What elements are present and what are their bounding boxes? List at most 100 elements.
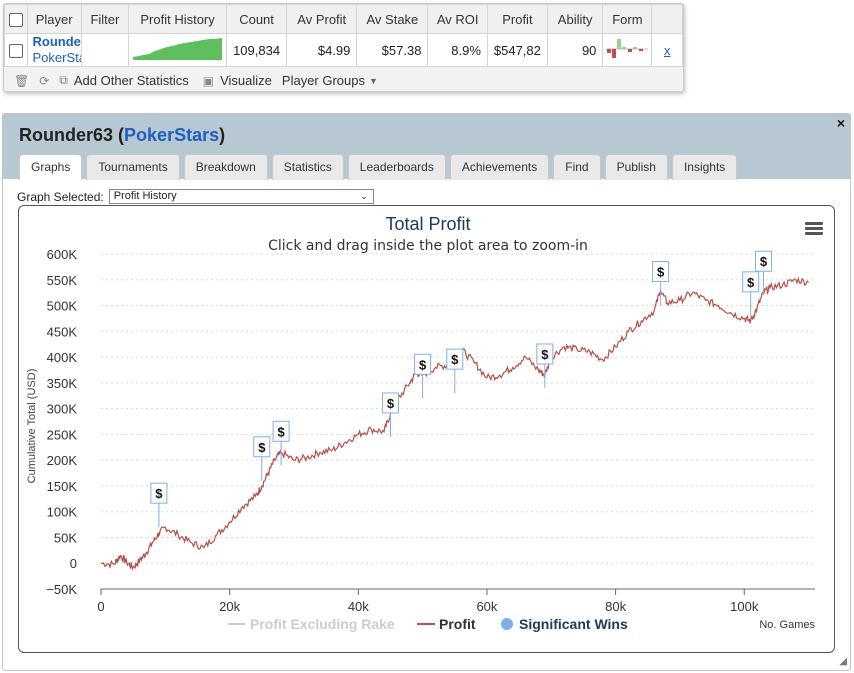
col-header-profit-history[interactable]: Profit History [128, 4, 228, 34]
graph-select-value: Profit History [113, 190, 177, 202]
visualize-label: Visualize [220, 73, 272, 88]
player-detail-panel: Rounder63 (PokerStars) × Graphs Tourname… [2, 113, 851, 671]
select-all-checkbox[interactable] [8, 12, 23, 27]
form-bar [633, 46, 638, 49]
tab-publish[interactable]: Publish [604, 154, 668, 180]
player-site-link[interactable]: PokerStars [32, 50, 81, 65]
sparkline-area [133, 37, 223, 60]
visualize-button[interactable]: ▣ Visualize [203, 73, 272, 88]
profit-series-line [100, 276, 809, 571]
legend-label-rake: Profit Excluding Rake [250, 616, 395, 632]
row-checkbox[interactable] [8, 43, 23, 58]
panel-player-site-link[interactable]: PokerStars [124, 125, 220, 145]
col-header-remove [651, 4, 683, 34]
legend-item-profit[interactable]: Profit [417, 616, 476, 632]
tab-tournaments[interactable]: Tournaments [86, 154, 180, 180]
count-cell: 109,834 [226, 33, 288, 67]
panel-header: Rounder63 (PokerStars) × Graphs Tourname… [3, 114, 850, 180]
y-tick-label: 350K [47, 376, 78, 391]
tab-statistics[interactable]: Statistics [271, 154, 344, 180]
trash-icon: 🗑 [14, 73, 30, 88]
delete-button[interactable]: 🗑 [14, 74, 35, 88]
graph-select-dropdown[interactable]: Profit History ⌄ [108, 189, 374, 204]
col-header-av-stake[interactable]: Av Stake [356, 4, 429, 34]
tab-find[interactable]: Find [553, 154, 601, 180]
col-header-count[interactable]: Count [226, 4, 288, 34]
flag-box [446, 348, 464, 370]
flag-box [652, 261, 670, 283]
dollar-icon: $ [657, 265, 665, 280]
panel-title: Rounder63 (PokerStars) [19, 125, 225, 146]
flag-box [414, 353, 432, 375]
significant-wins-layer: $ $ $ $ $ $ $ $ $ $ [150, 250, 773, 528]
grid-layer [101, 253, 815, 590]
significant-win-flag: $ [536, 343, 554, 388]
stats-toolbar: 🗑 ⟳ ⧉ Add Other Statistics ▣ Visualize P… [4, 68, 683, 93]
y-tick-label: −50K [46, 582, 77, 597]
flag-box [381, 392, 399, 414]
dollar-icon: $ [277, 424, 285, 439]
y-tick-label: 550K [47, 273, 78, 288]
legend-item-profit-excluding-rake[interactable]: Profit Excluding Rake [228, 616, 395, 632]
form-bar [607, 48, 612, 53]
y-tick-label: 300K [47, 402, 78, 417]
filter-cell[interactable] [80, 33, 130, 67]
select-all-header [4, 4, 28, 34]
resize-grip-icon[interactable]: ◢ [839, 656, 847, 667]
col-header-form[interactable]: Form [602, 4, 653, 34]
panel-tabs: Graphs Tournaments Breakdown Statistics … [19, 154, 741, 180]
tab-leaderboards[interactable]: Leaderboards [347, 154, 446, 180]
significant-win-flag: $ [414, 353, 432, 399]
col-header-av-roi[interactable]: Av ROI [427, 4, 488, 34]
dollar-icon: $ [747, 275, 755, 290]
dollar-icon: $ [258, 440, 266, 455]
panel-player-name: Rounder63 [19, 125, 114, 145]
profit-history-cell[interactable] [128, 33, 228, 67]
add-other-statistics-button[interactable]: ⧉ Add Other Statistics [59, 73, 188, 88]
col-header-filter[interactable]: Filter [80, 4, 130, 34]
significant-win-flag: $ [253, 436, 271, 481]
series-layer [100, 276, 809, 571]
form-bar [622, 46, 627, 49]
legend-item-significant-wins[interactable]: Significant Wins [501, 616, 628, 632]
col-header-player[interactable]: Player [26, 4, 82, 34]
y-tick-label: 100K [47, 505, 78, 520]
form-bar [617, 38, 622, 49]
form-bar [612, 48, 617, 58]
dollar-icon: $ [155, 486, 163, 501]
panel-open-paren: ( [118, 125, 125, 145]
chart-subtitle: Click and drag inside the plot area to z… [268, 238, 588, 254]
col-header-profit[interactable]: Profit [486, 4, 548, 34]
y-tick-label: 150K [47, 479, 78, 494]
player-name-link[interactable]: Rounder63 [32, 34, 81, 50]
refresh-button[interactable]: ⟳ [39, 74, 55, 88]
x-tick-label: 80k [605, 599, 626, 614]
col-header-av-profit[interactable]: Av Profit [286, 4, 358, 34]
legend-label-wins: Significant Wins [519, 616, 628, 632]
dollar-icon: $ [419, 357, 427, 372]
col-header-ability[interactable]: Ability [546, 4, 604, 34]
profit-cell: $547,82 [486, 33, 548, 67]
close-icon[interactable]: × [836, 115, 845, 131]
remove-cell: x [651, 33, 683, 67]
av-profit-cell: $4.99 [286, 33, 358, 67]
profit-chart[interactable]: −50K 0 50K 100K 150K 200K 250K 300K 350K 400K 450K… [18, 205, 835, 653]
x-axis-label: No. Games [759, 619, 815, 631]
y-tick-label: 0 [70, 556, 77, 571]
hamburger-menu-icon[interactable] [805, 222, 823, 235]
significant-win-flag: $ [381, 392, 399, 437]
tab-breakdown[interactable]: Breakdown [183, 154, 268, 180]
tab-insights[interactable]: Insights [671, 154, 738, 180]
y-tick-label: 600K [47, 247, 78, 262]
stats-data-row: Rounder63 PokerStars 109,834 $4.99 $57.3… [4, 33, 683, 67]
y-tick-label: 450K [47, 324, 78, 339]
tab-graphs[interactable]: Graphs [19, 154, 83, 180]
graph-select-row: Graph Selected: Profit History ⌄ [17, 189, 374, 204]
form-cell[interactable] [602, 33, 653, 67]
tab-achievements[interactable]: Achievements [449, 154, 550, 180]
dollar-icon: $ [387, 396, 395, 411]
player-groups-dropdown[interactable]: Player Groups ▼ [282, 73, 378, 88]
y-tick-label: 250K [47, 427, 78, 442]
hamburger-line [805, 232, 823, 235]
remove-player-link[interactable]: x [663, 42, 671, 58]
